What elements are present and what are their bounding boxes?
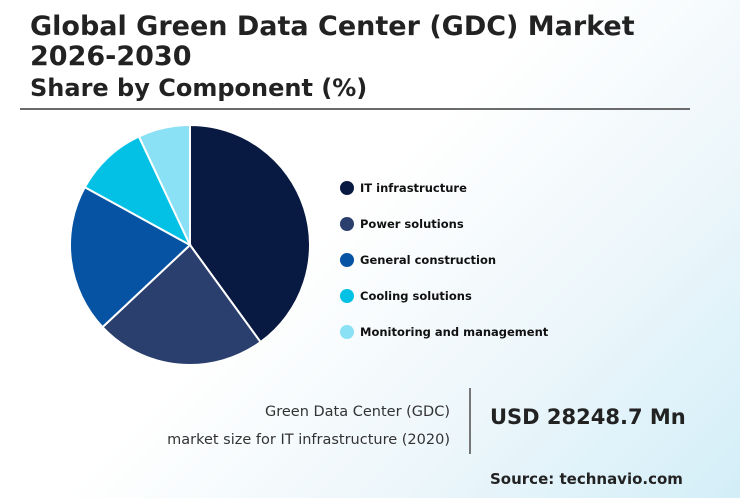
legend-label: Monitoring and management	[360, 325, 549, 339]
market-size-value: USD 28248.7 Mn	[490, 405, 686, 429]
legend-swatch	[340, 217, 354, 231]
source-credit: Source: technavio.com	[490, 470, 683, 488]
pie-slice-monitoring-and-management	[137, 123, 191, 246]
chart-subtitle: Share by Component (%)	[30, 74, 368, 102]
legend-swatch	[340, 253, 354, 267]
legend-swatch	[340, 289, 354, 303]
caption-divider	[469, 388, 471, 454]
legend-item: Power solutions	[340, 206, 548, 242]
legend-label: Power solutions	[360, 217, 464, 231]
legend-swatch	[340, 325, 354, 339]
legend-item: Cooling solutions	[340, 278, 548, 314]
caption-line-1: Green Data Center (GDC)	[264, 404, 450, 420]
pie-slice-power-solutions	[101, 243, 262, 366]
legend-item: General construction	[340, 242, 548, 278]
legend-swatch	[340, 181, 354, 195]
caption-line-2: market size for IT infrastructure (2020)	[167, 432, 450, 448]
title-divider	[20, 108, 690, 110]
pie-slice-cooling-solutions	[83, 135, 193, 248]
market-size-caption: Green Data Center (GDC) market size for …	[167, 398, 450, 454]
pie-slice-general-construction	[69, 185, 192, 329]
legend-label: Cooling solutions	[360, 289, 472, 303]
legend-item: Monitoring and management	[340, 314, 548, 350]
legend-label: General construction	[360, 253, 497, 267]
legend: IT infrastructure Power solutions General …	[340, 170, 548, 350]
legend-item: IT infrastructure	[340, 170, 548, 206]
pie-slice-it-infrastructure	[189, 123, 311, 344]
chart-title: Global Green Data Center (GDC) Market 20…	[30, 11, 635, 72]
legend-label: IT infrastructure	[360, 181, 467, 195]
pie-chart	[69, 123, 311, 366]
